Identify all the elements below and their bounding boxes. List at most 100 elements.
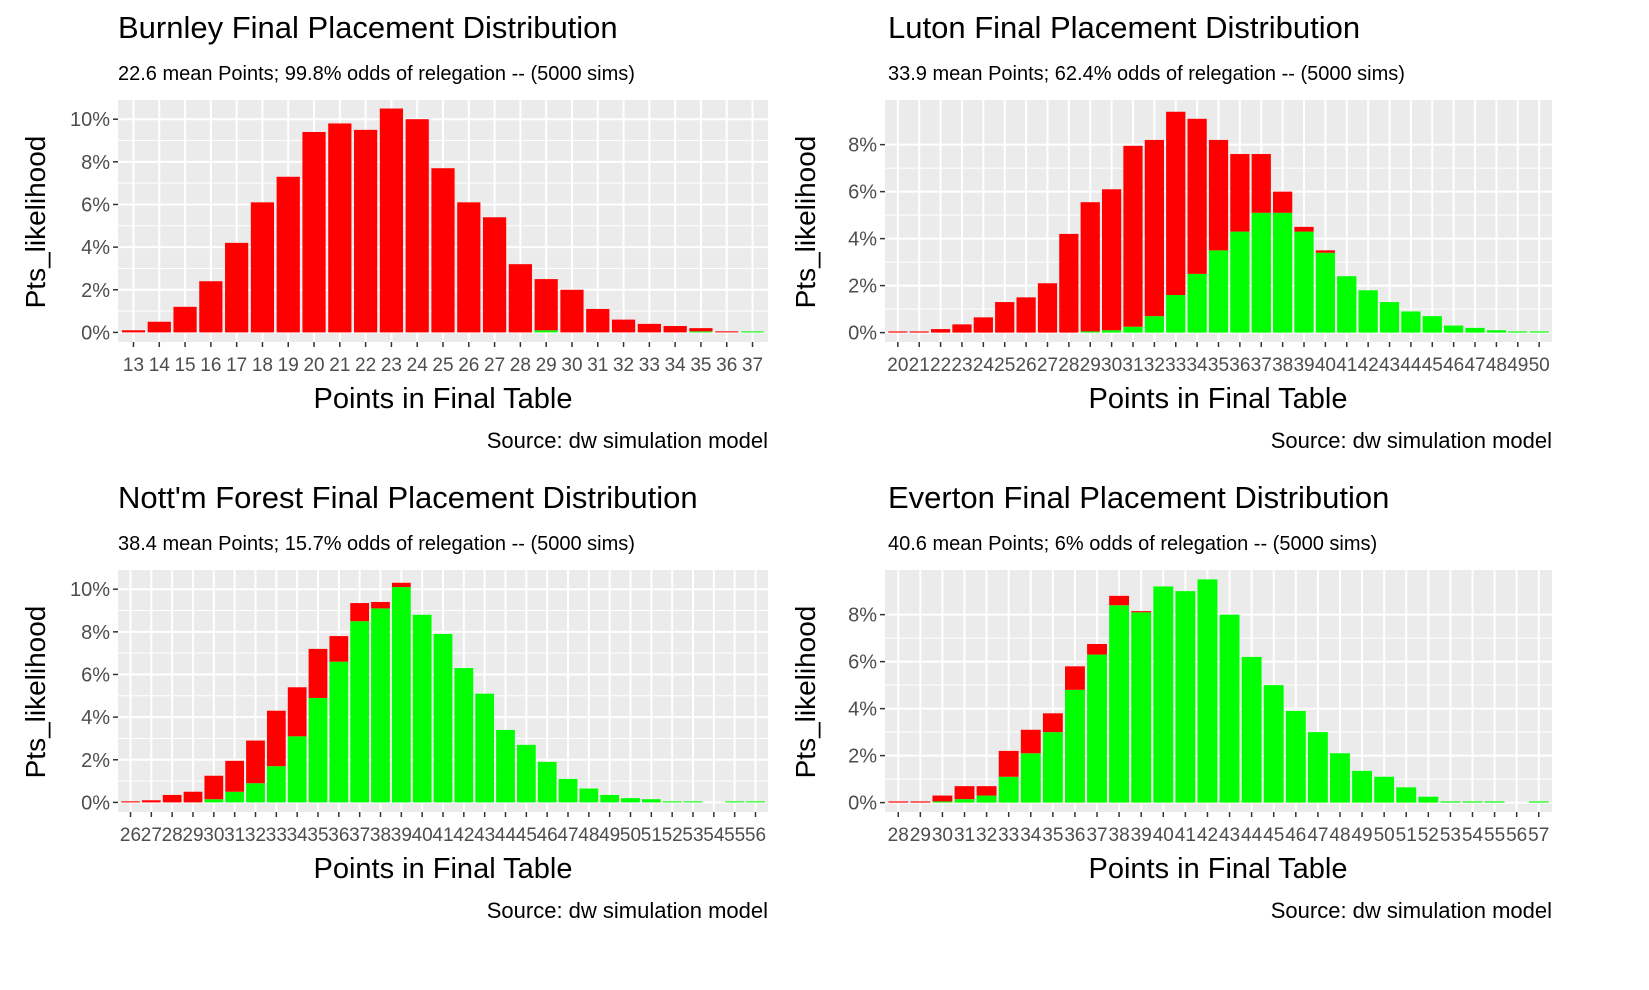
- y-tick-label: 6%: [848, 182, 877, 204]
- bar-safe: [689, 331, 713, 333]
- bar-safe: [537, 761, 557, 803]
- bar-relegated: [405, 119, 429, 333]
- bar-relegated: [954, 786, 975, 800]
- x-tick-label: 22: [355, 355, 376, 376]
- x-tick-label: 44: [1241, 825, 1263, 846]
- bar-safe: [1087, 654, 1107, 803]
- bar-relegated: [1251, 154, 1271, 213]
- bar-safe: [1337, 276, 1357, 333]
- bar-safe: [433, 633, 453, 803]
- bar-safe: [204, 799, 224, 803]
- x-tick-label: 21: [909, 355, 930, 376]
- chart-title: Luton Final Placement Distribution: [888, 10, 1361, 45]
- bar-relegated: [183, 791, 203, 803]
- bar-safe: [308, 697, 328, 803]
- x-tick-label: 30: [1101, 355, 1122, 376]
- bar-safe: [454, 668, 474, 803]
- bar-relegated: [995, 302, 1015, 333]
- bar-relegated: [910, 801, 931, 803]
- bar-relegated: [952, 324, 972, 333]
- y-tick-label: 8%: [848, 135, 877, 157]
- bar-relegated: [1080, 202, 1100, 332]
- x-tick-label: 51: [641, 825, 662, 846]
- bar-safe: [1401, 311, 1421, 333]
- bar-relegated: [932, 795, 953, 802]
- bar-safe: [1131, 612, 1152, 803]
- x-tick-label: 34: [1187, 355, 1209, 376]
- x-tick-label: 26: [458, 355, 479, 376]
- x-tick-label: 54: [703, 825, 725, 846]
- bar-safe: [725, 801, 745, 803]
- x-tick-label: 46: [1285, 825, 1306, 846]
- x-tick-label: 22: [930, 355, 951, 376]
- y-tick-label: 8%: [81, 152, 110, 174]
- x-tick-label: 57: [1528, 825, 1549, 846]
- bar-safe: [954, 799, 975, 803]
- bar-relegated: [246, 740, 265, 784]
- bar-safe: [1166, 295, 1186, 333]
- bar-relegated: [689, 328, 713, 332]
- x-tick-label: 42: [1358, 355, 1379, 376]
- x-tick-label: 41: [1175, 825, 1196, 846]
- bar-relegated: [141, 800, 161, 803]
- bar-safe: [1307, 732, 1328, 803]
- y-tick-label: 8%: [81, 622, 110, 644]
- y-axis-label: Pts_likelihood: [20, 605, 51, 779]
- bar-safe: [1465, 327, 1485, 333]
- x-tick-label: 25: [994, 355, 1015, 376]
- x-tick-label: 33: [1165, 355, 1186, 376]
- x-tick-label: 47: [1464, 355, 1485, 376]
- x-tick-label: 24: [407, 355, 429, 376]
- x-tick-label: 53: [1440, 825, 1461, 846]
- bar-safe: [1241, 656, 1262, 803]
- x-tick-label: 40: [1153, 825, 1174, 846]
- bar-relegated: [204, 775, 224, 800]
- x-tick-label: 16: [200, 355, 221, 376]
- x-tick-label: 38: [1272, 355, 1293, 376]
- y-tick-label: 6%: [81, 664, 110, 686]
- y-tick-label: 8%: [848, 605, 877, 627]
- x-tick-label: 23: [381, 355, 402, 376]
- bar-safe: [976, 795, 997, 803]
- x-tick-label: 31: [224, 825, 245, 846]
- bar-relegated: [1042, 713, 1063, 733]
- x-tick-label: 29: [910, 825, 931, 846]
- bar-safe: [1418, 796, 1439, 803]
- x-tick-label: 47: [1307, 825, 1328, 846]
- bar-safe: [1230, 231, 1250, 333]
- bar-relegated: [328, 123, 352, 333]
- bar-relegated: [225, 242, 249, 333]
- bar-safe: [1352, 770, 1372, 803]
- bar-safe: [998, 776, 1019, 803]
- bar-safe: [475, 693, 495, 803]
- x-tick-label: 36: [716, 355, 737, 376]
- x-tick-label: 44: [495, 825, 517, 846]
- source-caption: Source: dw simulation model: [486, 898, 768, 923]
- y-tick-label: 2%: [81, 280, 110, 302]
- x-tick-label: 50: [620, 825, 641, 846]
- bar-relegated: [508, 264, 532, 333]
- x-tick-label: 37: [349, 825, 370, 846]
- x-tick-label: 23: [951, 355, 972, 376]
- source-caption: Source: dw simulation model: [1270, 428, 1552, 453]
- chart-title: Burnley Final Placement Distribution: [118, 10, 618, 45]
- x-tick-label: 27: [1037, 355, 1058, 376]
- x-tick-label: 55: [724, 825, 745, 846]
- bar-relegated: [250, 202, 275, 333]
- bar-safe: [641, 799, 661, 803]
- x-tick-label: 32: [976, 825, 997, 846]
- x-tick-label: 45: [1422, 355, 1443, 376]
- bar-relegated: [482, 217, 507, 333]
- bar-relegated: [1101, 189, 1122, 331]
- bar-safe: [266, 766, 286, 803]
- bar-relegated: [1230, 154, 1250, 232]
- bar-safe: [1315, 252, 1336, 333]
- source-caption: Source: dw simulation model: [486, 428, 768, 453]
- y-tick-label: 0%: [848, 793, 877, 815]
- bar-safe: [740, 331, 765, 333]
- bar-safe: [1101, 330, 1122, 333]
- bar-relegated: [276, 176, 300, 333]
- bar-safe: [1175, 591, 1196, 803]
- x-tick-label: 14: [149, 355, 171, 376]
- bar-relegated: [586, 308, 610, 333]
